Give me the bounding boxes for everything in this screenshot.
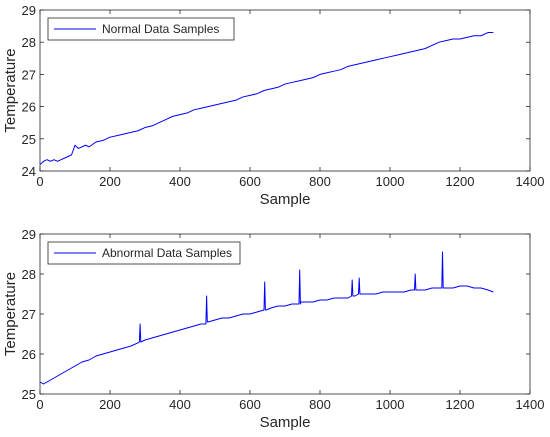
y-tick-label: 27: [22, 307, 36, 322]
y-tick-label: 25: [22, 387, 36, 402]
legend-box: [47, 17, 235, 41]
y-axis-label: Temperature: [2, 48, 19, 132]
x-tick-label: 200: [99, 174, 121, 189]
x-tick-label: 600: [239, 397, 261, 412]
x-tick-label: 400: [169, 174, 191, 189]
y-tick-label: 25: [22, 132, 36, 147]
y-tick-label: 28: [22, 267, 36, 282]
x-axis-label: Sample: [260, 191, 311, 208]
x-tick-label: 1000: [376, 397, 405, 412]
x-tick-label: 1400: [516, 174, 545, 189]
y-tick-label: 26: [22, 100, 36, 115]
series-line: [39, 251, 494, 385]
x-tick-label: 0: [36, 174, 43, 189]
y-tick-label: 26: [22, 347, 36, 362]
y-tick-label: 29: [22, 3, 36, 18]
x-tick-label: 1200: [446, 397, 475, 412]
y-tick-label: 27: [22, 67, 36, 82]
series-line: [39, 32, 494, 165]
y-tick-label: 29: [22, 227, 36, 242]
x-tick-label: 1000: [376, 174, 405, 189]
x-tick-label: 1200: [446, 174, 475, 189]
normal-data-chart: 0 200 400 600 800 1000 1200 1400 24 25 26 27 28 29 Sam…: [2, 3, 544, 208]
x-axis-label: Sample: [260, 414, 311, 431]
x-tick-label: 1400: [516, 397, 545, 412]
y-tick-label: 24: [22, 164, 36, 179]
x-tick-label: 0: [36, 397, 43, 412]
legend-label: Abnormal Data Samples: [102, 246, 232, 260]
x-tick-label: 600: [239, 174, 261, 189]
x-tick-label: 800: [309, 174, 331, 189]
x-tick-label: 400: [169, 397, 191, 412]
y-axis-label: Temperature: [2, 272, 19, 356]
legend-box: [47, 241, 241, 265]
y-tick-label: 28: [22, 35, 36, 50]
x-tick-label: 200: [99, 397, 121, 412]
x-tick-label: 800: [309, 397, 331, 412]
legend-label: Normal Data Samples: [102, 22, 219, 36]
abnormal-data-chart: 0 200 400 600 800 1000 1200 1400 25 26 27 28 29 Sampl…: [2, 227, 544, 431]
